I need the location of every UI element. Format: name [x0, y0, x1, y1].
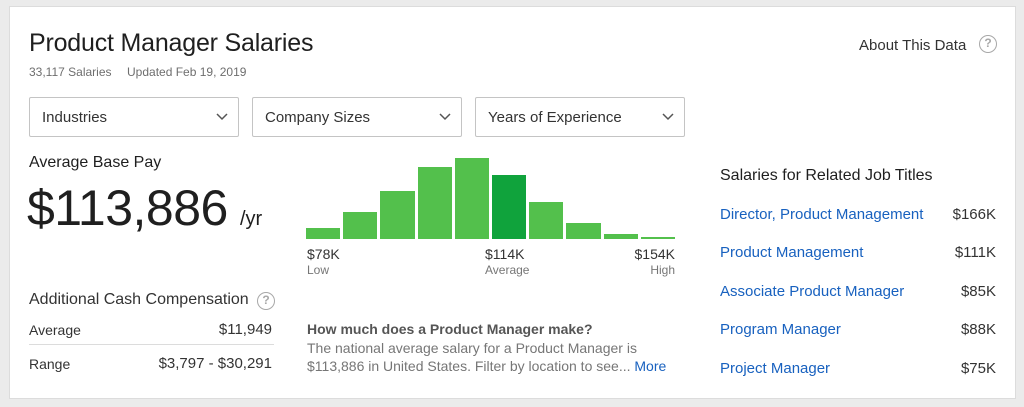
- additional-average-label: Average: [29, 322, 81, 338]
- histogram-bar: [603, 234, 638, 239]
- about-data-link[interactable]: About This Data: [859, 37, 967, 54]
- years-experience-dropdown[interactable]: Years of Experience: [475, 97, 685, 137]
- updated-date: Updated Feb 19, 2019: [127, 65, 247, 79]
- faq-answer-text: The national average salary for a Produc…: [307, 340, 637, 374]
- additional-cash-heading: Additional Cash Compensation: [29, 291, 249, 308]
- related-salary: $111K: [954, 244, 996, 261]
- additional-range-value: $3,797 - $30,291: [158, 355, 272, 372]
- related-title-link[interactable]: Product Management: [720, 244, 864, 261]
- company-sizes-dropdown[interactable]: Company Sizes: [252, 97, 462, 137]
- average-base-pay-amount: $113,886: [27, 180, 228, 236]
- low-label: Low: [307, 263, 330, 277]
- histogram-bar: [454, 158, 489, 239]
- histogram-bar: [306, 228, 341, 239]
- histogram-bar: [640, 237, 675, 239]
- related-title-link[interactable]: Associate Product Manager: [720, 283, 905, 300]
- related-titles-heading: Salaries for Related Job Titles: [720, 167, 933, 184]
- related-salary: $85K: [960, 283, 996, 300]
- additional-range-label: Range: [29, 356, 71, 372]
- company-sizes-dropdown-label: Company Sizes: [265, 109, 371, 126]
- more-link[interactable]: More: [634, 358, 667, 374]
- histogram-bar: [380, 191, 415, 239]
- salaries-count: 33,117 Salaries: [29, 65, 112, 79]
- years-experience-dropdown-label: Years of Experience: [488, 109, 622, 126]
- histogram-bar: [492, 175, 527, 239]
- chevron-down-icon: [439, 113, 451, 121]
- low-value: $78K: [307, 246, 340, 262]
- average-value: $114K: [485, 246, 525, 262]
- histogram-bar: [566, 223, 601, 239]
- help-icon[interactable]: ?: [257, 292, 275, 310]
- salary-histogram: [306, 155, 678, 239]
- histogram-bar: [417, 167, 452, 239]
- chevron-down-icon: [216, 113, 228, 121]
- industries-dropdown-label: Industries: [42, 109, 108, 126]
- high-value: $154K: [634, 246, 675, 262]
- industries-dropdown[interactable]: Industries: [29, 97, 239, 137]
- related-title-link[interactable]: Program Manager: [720, 321, 841, 338]
- help-icon[interactable]: ?: [979, 35, 997, 53]
- high-label: High: [650, 263, 675, 277]
- related-salary: $75K: [960, 360, 996, 377]
- average-base-pay-heading: Average Base Pay: [29, 154, 162, 171]
- salary-card: Product Manager Salaries 33,117 Salaries…: [9, 6, 1016, 399]
- page-title: Product Manager Salaries: [29, 29, 314, 57]
- additional-average-value: $11,949: [218, 321, 272, 338]
- pay-unit: /yr: [240, 208, 263, 230]
- related-title-link[interactable]: Project Manager: [720, 360, 831, 377]
- histogram-bar: [529, 202, 564, 239]
- histogram-bar: [343, 212, 378, 239]
- faq-question: How much does a Product Manager make?: [307, 321, 593, 337]
- related-title-link[interactable]: Director, Product Management: [720, 206, 924, 223]
- average-label: Average: [485, 263, 530, 277]
- divider: [29, 344, 274, 345]
- related-salary: $166K: [952, 206, 996, 223]
- chevron-down-icon: [662, 113, 674, 121]
- faq-answer: The national average salary for a Produc…: [307, 339, 687, 375]
- related-salary: $88K: [960, 321, 996, 338]
